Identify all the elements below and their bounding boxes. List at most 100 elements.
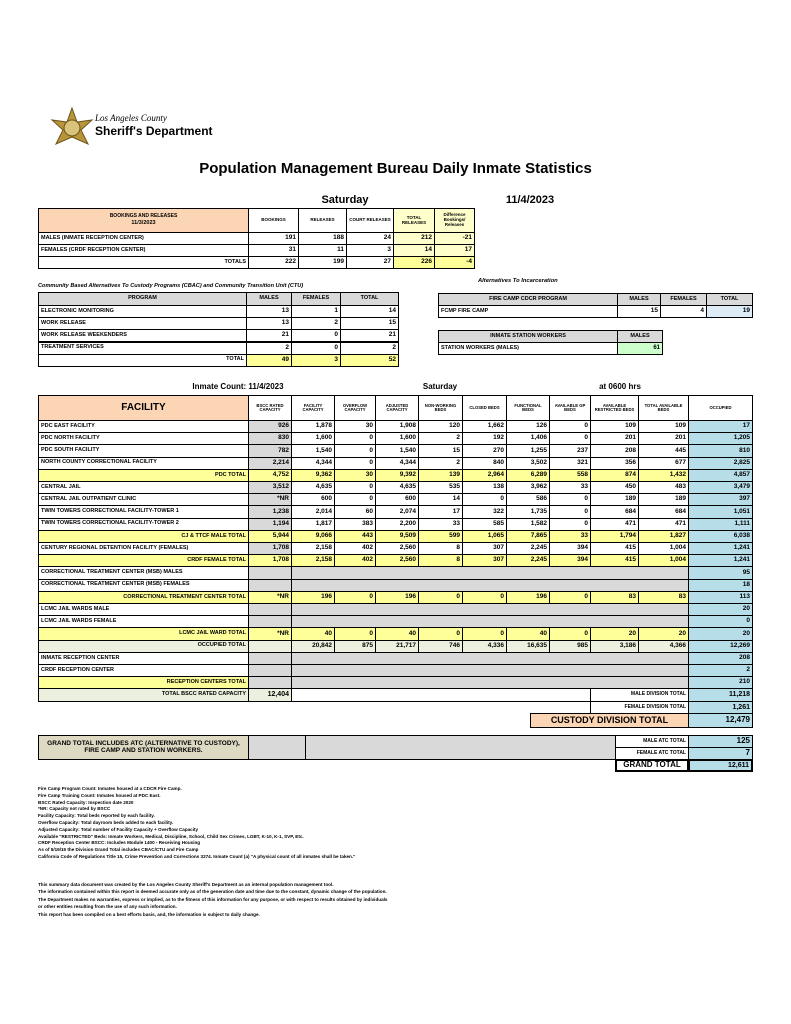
facility-value: 471 [590,517,639,531]
facility-value: 810 [688,444,753,458]
facility-value: 1,794 [590,529,639,543]
facility-value: 9,362 [291,468,335,482]
inmate-count-time: at 0600 hrs [599,382,641,391]
fire-camp-value: 15 [617,305,661,318]
cbac-label: WORK RELEASE [38,317,247,331]
facility-value: 2,158 [291,554,335,568]
disclaimer: The information contained within this re… [38,889,387,895]
facility-value: 4,336 [462,639,507,653]
facility-value: 585 [462,517,507,531]
facility-label: LCMC JAIL WARDS FEMALE [38,615,249,629]
cbac-value: 14 [340,305,399,318]
blank-cell [248,566,292,580]
facility-value: 2,074 [375,505,419,519]
facility-label: RECEPTION CENTERS TOTAL [38,676,249,690]
footnote: Facility Capacity: Total beds reported b… [38,813,155,819]
facility-value: 196 [291,590,335,604]
facility-value: 782 [248,444,292,458]
facility-value: 33 [549,529,591,543]
facility-value: 0 [549,590,591,604]
cbac-label: TOTAL [38,353,247,367]
facility-value: 2,964 [462,468,507,482]
cbac-value: 2 [246,341,292,355]
footnote: *NR: Capacity not rated by BSCC [38,806,111,812]
division-label: MALE DIVISION TOTAL [590,688,689,702]
alternatives-title: Alternatives To Incarceration [478,278,558,284]
facility-value: 20 [688,627,753,641]
header-text: BOOKINGS AND RELEASES [109,212,178,219]
facility-value: 397 [688,493,753,507]
facility-value: 20 [638,627,689,641]
facility-value: 684 [638,505,689,519]
facility-value: 40 [291,627,335,641]
sheriff-star-logo [50,106,94,146]
facility-value: 0 [462,493,507,507]
division-value: 11,218 [688,688,753,702]
facility-value: 586 [506,493,550,507]
facility-value: 1,708 [248,554,292,568]
facility-value: 3,502 [506,456,550,470]
cbac-value: 13 [246,305,292,318]
facility-value: 16,635 [506,639,550,653]
main-header: CLOSED BEDS [462,395,507,421]
facility-value: 0 [334,444,376,458]
facility-value: 2,014 [291,505,335,519]
facility-value: 1,582 [506,517,550,531]
blank-cell [248,651,292,665]
facility-value: 830 [248,432,292,446]
header-date: 11/3/2023 [131,220,156,227]
cbac-title: Community Based Alternatives To Custody … [38,283,304,289]
facility-value: 15 [418,444,463,458]
cbac-value: 1 [291,305,341,318]
fire-camp-label: FCMP FIRE CAMP [438,305,618,318]
star-seal [63,119,81,137]
facility-label: OCCUPIED TOTAL [38,639,249,653]
facility-value: 356 [590,456,639,470]
facility-value: 8 [418,554,463,568]
occupied-value: 18 [688,578,753,592]
bookings-header: COURT RELEASES [346,208,394,233]
footnote: As of 5/19/15 the Division Grand Total i… [38,847,199,853]
county-name: Los Angeles County [95,113,167,123]
facility-value: 2,560 [375,554,419,568]
facility-value: 600 [291,493,335,507]
facility-value: 12,269 [688,639,753,653]
facility-value: 0 [549,627,591,641]
disclaimer: This report has been compiled on a best … [38,911,260,917]
main-header: OVERFLOW CAPACITY [334,395,376,421]
facility-value: 415 [590,554,639,568]
facility-value: 201 [590,432,639,446]
fire-camp-value: 4 [660,305,707,318]
grand-label: GRAND TOTAL [615,759,689,772]
report-date: 11/4/2023 [505,194,555,206]
facility-value: 60 [334,505,376,519]
blank-cell [291,566,689,580]
facility-value: 6,289 [506,468,550,482]
main-header: OCCUPIED [688,395,753,421]
facility-label: INMATE RECEPTION CENTER [38,651,249,665]
facility-value: 5,944 [248,529,292,543]
cbac-label: TREATMENT SERVICES [38,341,247,355]
page-title: Population Management Bureau Daily Inmat… [199,160,592,177]
facility-value: 0 [462,627,507,641]
facility-value: 0 [418,590,463,604]
facility-value: 2,825 [688,456,753,470]
facility-value: 1,051 [688,505,753,519]
occupied-value: 210 [688,676,753,690]
blank-cell [248,735,306,760]
facility-value: 2,245 [506,554,550,568]
division-label: FEMALE DIVISION TOTAL [590,700,689,714]
facility-value: 21,717 [375,639,419,653]
facility-label: PDC SOUTH FACILITY [38,444,249,458]
cbac-header: MALES [246,292,292,306]
main-header: NON-WORKING BEDS [418,395,463,421]
facility-value: 1,827 [638,529,689,543]
facility-value: 30 [334,468,376,482]
facility-value: 237 [549,444,591,458]
facility-value: 1,255 [506,444,550,458]
station-label: STATION WORKERS (MALES) [438,342,618,355]
facility-value: 4,366 [638,639,689,653]
division-label: CUSTODY DIVISION TOTAL [530,712,689,728]
facility-value: 9,066 [291,529,335,543]
blank-cell [248,578,292,592]
